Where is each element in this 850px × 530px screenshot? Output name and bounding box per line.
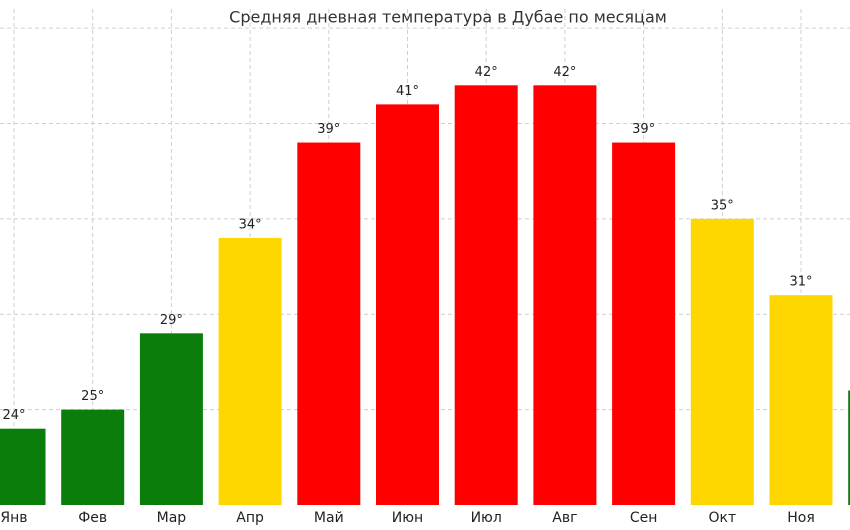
x-tick-label: Июл — [471, 510, 502, 526]
bar — [0, 428, 46, 505]
x-tick-label: Июн — [392, 510, 423, 526]
value-label: 35° — [711, 198, 734, 213]
bar — [454, 85, 518, 506]
value-label: 31° — [789, 275, 812, 290]
x-tick-label: Янв — [0, 510, 27, 526]
bar — [61, 409, 125, 505]
chart-title: Средняя дневная температура в Дубае по м… — [229, 8, 667, 27]
value-label: 42° — [475, 65, 498, 80]
x-tick-label: Ноя — [787, 510, 815, 526]
value-label: 39° — [632, 122, 655, 137]
bar — [848, 390, 850, 505]
bar — [690, 218, 754, 505]
x-tick-label: Апр — [236, 510, 264, 526]
x-tick-label: Окт — [708, 510, 736, 526]
bar — [612, 142, 676, 506]
x-tick-label: Фев — [78, 510, 107, 526]
value-label: 42° — [553, 65, 576, 80]
bar — [297, 142, 361, 506]
x-tick-label: Авг — [552, 510, 577, 526]
bar — [533, 85, 597, 506]
x-tick-label: Май — [314, 510, 344, 526]
value-label: 25° — [81, 389, 104, 404]
x-tick-label: Сен — [630, 510, 658, 526]
x-tick-label: Мар — [157, 510, 187, 526]
bar — [769, 295, 833, 505]
value-label: 41° — [396, 84, 419, 99]
value-label: 24° — [2, 408, 25, 423]
value-label: 29° — [160, 313, 183, 328]
bar — [376, 104, 439, 505]
bar — [218, 237, 282, 505]
bar — [139, 333, 203, 505]
value-label: 39° — [317, 122, 340, 137]
value-label: 34° — [239, 217, 262, 232]
